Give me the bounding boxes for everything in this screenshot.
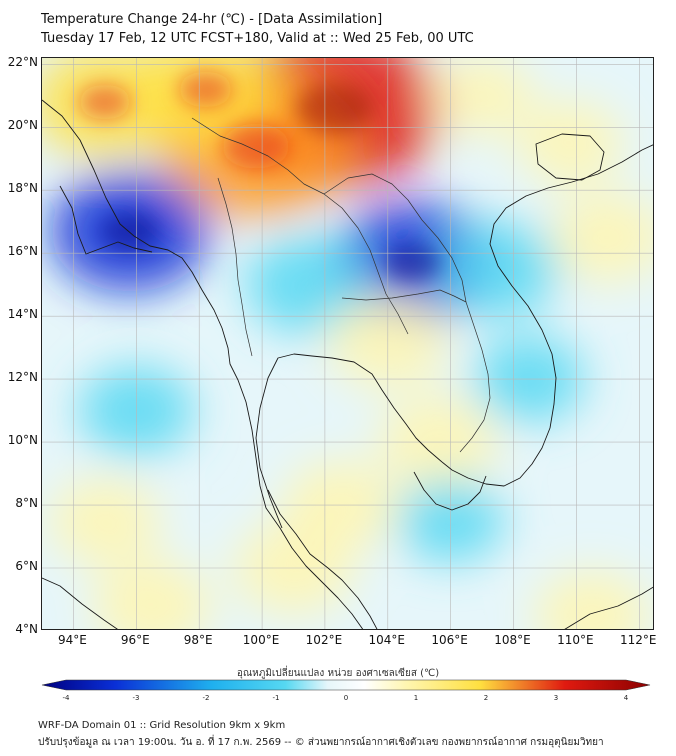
anomaly-vietnam-highlands [435, 220, 560, 317]
coastlines-and-borders [42, 99, 653, 629]
lon-label: 96°E [120, 633, 150, 647]
lat-label: 18°N [7, 181, 38, 196]
myanmar-coast [59, 185, 153, 255]
lat-label: 4°N [15, 622, 38, 636]
hainan-island [535, 133, 605, 181]
lat-label: 12°N [7, 370, 38, 385]
colorbar-tick: 2 [483, 694, 489, 702]
map-panel [41, 57, 654, 630]
anomaly-core-northwest-myanmar [78, 84, 131, 120]
footer-credit: ปรับปรุงข้อมูล ณ เวลา 19:00น. วัน อ. ที่… [38, 737, 604, 748]
interior-border-north [191, 117, 409, 335]
interior-border-myanmar [217, 177, 253, 357]
anomaly-core-northern-thailand [221, 123, 290, 169]
lat-label: 16°N [7, 244, 38, 259]
colorbar [41, 679, 651, 691]
lon-label: 108°E [494, 633, 531, 647]
interior-border-laos [323, 173, 467, 303]
anomaly-core-north-myanmar [178, 71, 233, 108]
lon-label: 106°E [431, 633, 468, 647]
anomaly-field-layer [42, 58, 653, 629]
interior-border-thai-cambodia [341, 289, 467, 303]
sumatra-tip [42, 577, 118, 629]
anomaly-core-northern-laos-yunnan [296, 83, 373, 134]
map-title: Temperature Change 24-hr (℃) - [Data Ass… [41, 10, 474, 48]
anomaly-andaman-sea-south [49, 477, 161, 564]
colorbar-tick: 4 [623, 694, 629, 702]
lon-label: 98°E [183, 633, 213, 647]
lat-label: 22°N [7, 55, 38, 70]
mainland-coastline [42, 99, 364, 629]
lat-label: 8°N [15, 496, 38, 511]
lon-label: 94°E [57, 633, 87, 647]
anomaly-hainan [516, 101, 624, 185]
lat-lon-gridlines [42, 58, 653, 629]
colorbar-ramp [41, 679, 651, 691]
colorbar-tick: 3 [553, 694, 559, 702]
colorbar-tick: 0 [343, 694, 349, 702]
temperature-field-map [42, 58, 653, 629]
vietnam-coastline [441, 144, 653, 487]
lat-label: 14°N [7, 307, 38, 322]
anomaly-east-sea-east [550, 192, 653, 283]
title-line-2: Tuesday 17 Feb, 12 UTC FCST+180, Valid a… [41, 31, 474, 46]
colorbar-tick: 1 [413, 694, 419, 702]
colorbar-title: อุณหภูมิเปลี่ยนแปลง หน่วย องศาเซลเซียส (… [236, 668, 440, 679]
anomaly-core-andaman-sea-north [101, 212, 159, 251]
colorbar-tick: -3 [132, 694, 140, 702]
lon-label: 104°E [368, 633, 406, 647]
borneo-edge [564, 586, 653, 629]
footer-model-info: WRF-DA Domain 01 :: Grid Resolution 9km … [38, 720, 286, 731]
lat-label: 20°N [7, 118, 38, 133]
malay-peninsula-east [267, 489, 378, 629]
lat-label: 6°N [15, 559, 38, 574]
colorbar-tick: -4 [62, 694, 70, 702]
colorbar-tick: -1 [272, 694, 280, 702]
interior-border-cambodia-vn [459, 301, 491, 453]
title-line-1: Temperature Change 24-hr (℃) - [Data Ass… [41, 12, 383, 27]
lon-label: 112°E [620, 633, 657, 647]
lon-label: 100°E [242, 633, 280, 647]
lon-label: 102°E [305, 633, 343, 647]
anomaly-sumatra-north [92, 559, 212, 629]
mekong-delta-coast [413, 471, 487, 511]
colorbar-tick: -2 [202, 694, 210, 702]
anomaly-borneo-west [534, 570, 650, 629]
anomaly-gulf-of-tonkin [431, 58, 534, 136]
anomaly-core-northeast-thailand [384, 243, 442, 282]
gulf-of-thailand-coast [255, 353, 443, 529]
lon-label: 110°E [557, 633, 594, 647]
lat-label: 10°N [7, 433, 38, 448]
anomaly-central-thailand [245, 235, 374, 335]
